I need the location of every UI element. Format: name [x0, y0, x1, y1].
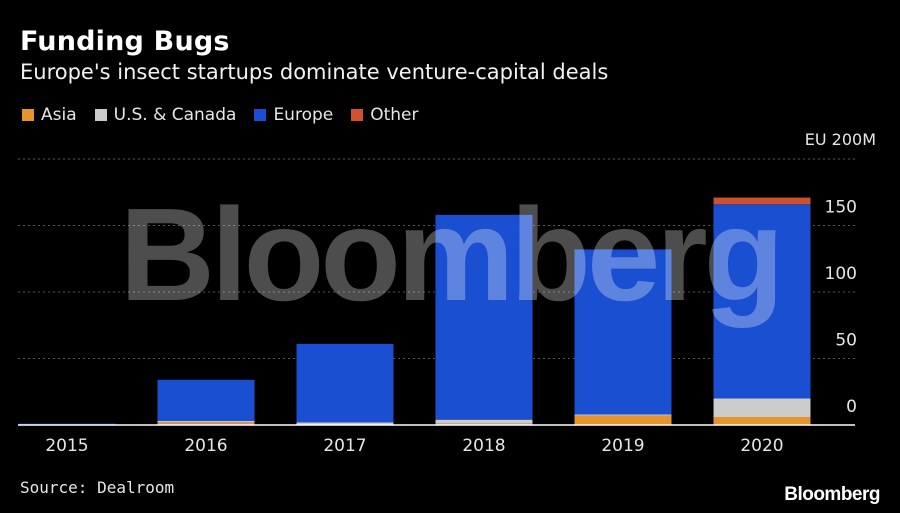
bar-2017-u-s-canada: [296, 422, 394, 425]
y-tick-label: 50: [835, 331, 857, 351]
bar-2016-asia: [157, 422, 255, 425]
bar-2020-other: [713, 197, 811, 205]
x-tick-label: 2017: [323, 436, 366, 456]
legend-swatch-us-canada: [94, 109, 107, 121]
legend-label-us-canada: U.S. & Canada: [113, 105, 237, 125]
legend-swatch-europe: [254, 109, 267, 121]
chart-title: Funding Bugs: [20, 26, 230, 57]
bar-2018-u-s-canada: [435, 419, 533, 424]
y-axis-unit-label: EU 200M: [804, 130, 876, 149]
bloomberg-logo: Bloomberg: [784, 484, 880, 505]
legend-item-europe: Europe: [254, 105, 333, 125]
legend: Asia U.S. & Canada Europe Other: [22, 105, 419, 125]
bar-2016-europe: [157, 379, 255, 422]
bar-2019-europe: [574, 249, 672, 415]
legend-swatch-other: [351, 109, 364, 121]
x-tick-labels: 2015 2016 2017 2018 2019 2020: [45, 436, 783, 456]
x-tick-label: 2015: [45, 436, 88, 456]
y-tick-label: 150: [825, 198, 857, 218]
bar-2018-europe: [435, 214, 533, 420]
legend-label-europe: Europe: [273, 105, 334, 125]
bars: [18, 197, 855, 426]
y-tick-labels: 0 50 100 150: [825, 198, 857, 418]
bar-2020-u-s-canada: [713, 398, 811, 418]
bar-2019-u-s-canada: [574, 414, 672, 416]
legend-item-asia: Asia: [22, 105, 77, 125]
legend-item-us-canada: U.S. & Canada: [94, 105, 237, 125]
x-tick-label: 2018: [462, 436, 505, 456]
chart-subtitle: Europe's insect startups dominate ventur…: [20, 60, 609, 84]
bar-2020-europe: [713, 204, 811, 399]
bar-2020-asia: [713, 417, 811, 425]
source-note: Source: Dealroom: [20, 478, 175, 497]
bar-2017-europe: [296, 343, 394, 423]
x-tick-label: 2019: [601, 436, 644, 456]
bar-2019-asia: [574, 415, 672, 425]
y-tick-label: 100: [825, 264, 857, 284]
x-tick-label: 2016: [184, 436, 227, 456]
legend-item-other: Other: [351, 105, 419, 125]
bloomberg-watermark: Bloomberg: [120, 181, 781, 328]
bar-2016-u-s-canada: [157, 421, 255, 423]
x-tick-label: 2020: [740, 436, 783, 456]
legend-label-asia: Asia: [41, 105, 77, 125]
legend-swatch-asia: [22, 109, 34, 121]
y-tick-label: 0: [846, 397, 857, 417]
legend-label-other: Other: [370, 105, 419, 125]
